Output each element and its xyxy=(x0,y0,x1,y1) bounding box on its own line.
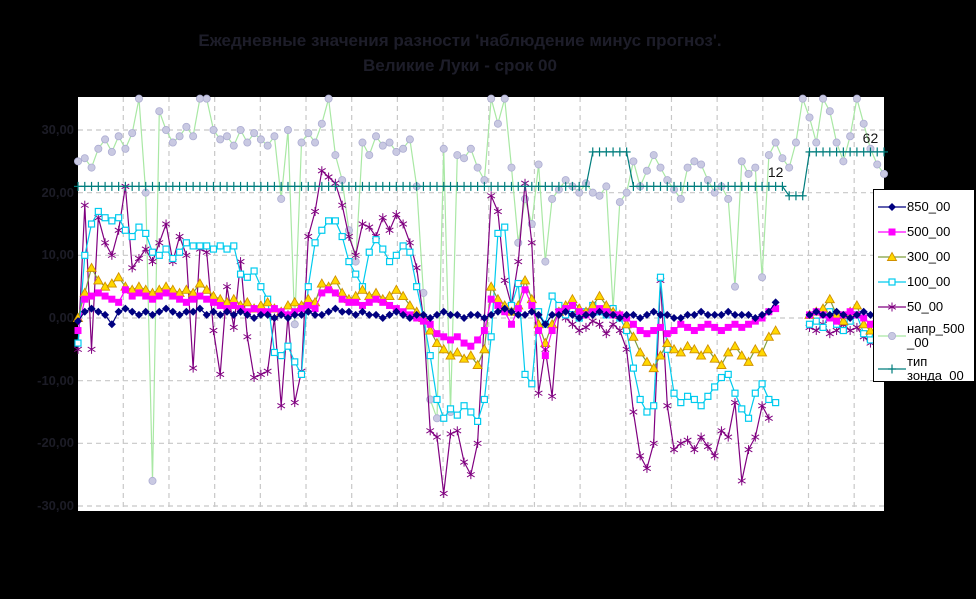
y-tick-label: -10,00 xyxy=(37,372,74,388)
series-100-00 xyxy=(74,207,888,426)
legend-sample-plus-icon xyxy=(878,364,906,373)
legend-sample-asterisk-icon xyxy=(878,302,906,311)
annotation-12: 12 xyxy=(768,164,784,180)
y-tick-label: 30,00 xyxy=(41,121,74,137)
chart-title-line1: Ежедневные значения разности 'наблюдение… xyxy=(198,31,722,50)
legend-label: 100_00 xyxy=(907,273,951,289)
legend-sample-open-square-icon xyxy=(878,277,906,286)
legend-item-tip-zonda-00: тип зонда_00 xyxy=(877,352,974,382)
legend: 850_00 500_00 300_00 100_00 50_00 напр_500 _0… xyxy=(873,189,975,382)
legend-label: 300_00 xyxy=(907,248,951,264)
legend-label: напр_500 _00 xyxy=(907,320,965,350)
legend-item-100_00: 100_00 xyxy=(877,269,974,294)
legend-label: тип зонда_00 xyxy=(907,353,964,382)
legend-label: 500_00 xyxy=(907,223,951,239)
legend-sample-circle-icon xyxy=(878,331,906,340)
chart-title: Ежедневные значения разности 'наблюдение… xyxy=(100,28,820,78)
y-tick-label: 20,00 xyxy=(41,184,74,200)
y-tick-label: -30,00 xyxy=(37,498,74,513)
legend-item-300_00: 300_00 xyxy=(877,244,974,269)
legend-item-napr-500-00: напр_500 _00 xyxy=(877,319,974,352)
legend-label: 850_00 xyxy=(907,198,951,214)
legend-sample-triangle-icon xyxy=(878,251,906,261)
y-tick-label: 10,00 xyxy=(41,247,74,263)
series-napr-500-00 xyxy=(74,94,889,485)
y-tick-label: 0,00 xyxy=(48,310,74,325)
annotation-62: 62 xyxy=(863,130,879,146)
series-tip-zonda-00 xyxy=(74,147,888,201)
legend-item-50_00: 50_00 xyxy=(877,294,974,319)
legend-item-850_00: 850_00 xyxy=(877,194,974,219)
series-850-00 xyxy=(74,298,888,329)
chart-title-line2: Великие Луки - срок 00 xyxy=(363,56,557,75)
legend-sample-square-icon xyxy=(878,228,906,235)
gridlines xyxy=(78,97,884,511)
y-tick-label: -20,00 xyxy=(37,435,74,451)
legend-item-500_00: 500_00 xyxy=(877,219,974,244)
series-500-00 xyxy=(74,286,888,360)
legend-label: 50_00 xyxy=(907,298,944,314)
legend-sample-diamond-icon xyxy=(878,202,906,211)
